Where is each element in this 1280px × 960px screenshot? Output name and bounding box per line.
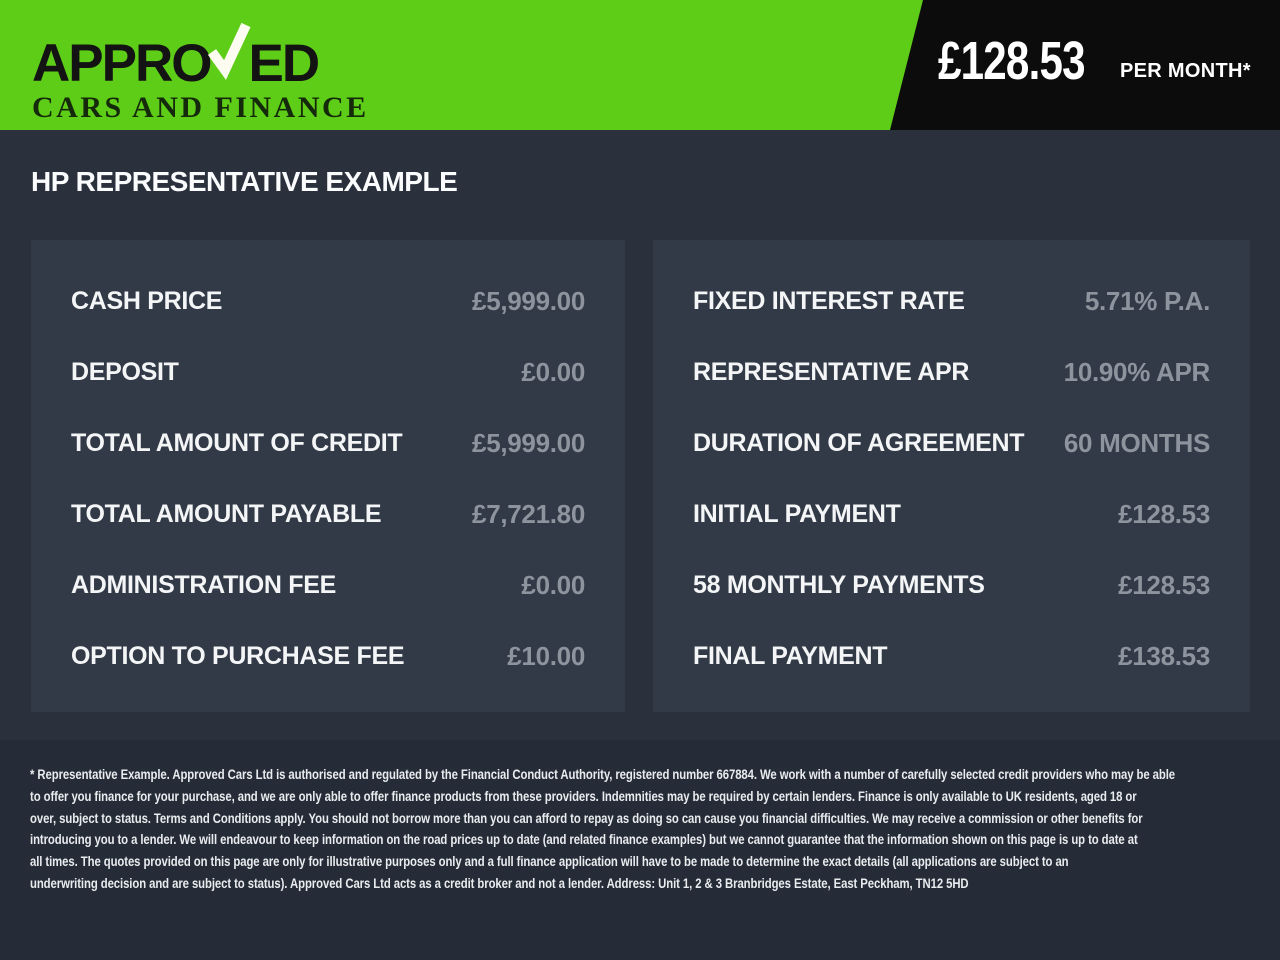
finance-row: DURATION OF AGREEMENT 60 MONTHS	[693, 412, 1210, 474]
finance-row: FIXED INTEREST RATE 5.71% P.A.	[693, 270, 1210, 332]
row-label: FIXED INTEREST RATE	[693, 286, 965, 315]
page-title: HP REPRESENTATIVE EXAMPLE	[31, 166, 458, 197]
finance-row: TOTAL AMOUNT PAYABLE £7,721.80	[71, 484, 585, 546]
row-label: TOTAL AMOUNT PAYABLE	[71, 500, 382, 529]
finance-row: REPRESENTATIVE APR 10.90% APR	[693, 341, 1210, 403]
finance-panel-right: FIXED INTEREST RATE 5.71% P.A. REPRESENT…	[653, 240, 1250, 712]
row-label: INITIAL PAYMENT	[693, 500, 901, 529]
row-label: DEPOSIT	[71, 357, 179, 386]
row-label: DURATION OF AGREEMENT	[693, 428, 1025, 457]
row-label: CASH PRICE	[71, 286, 223, 315]
finance-panel-left: CASH PRICE £5,999.00 DEPOSIT £0.00 TOTAL…	[31, 240, 625, 712]
finance-row: INITIAL PAYMENT £128.53	[693, 484, 1210, 546]
finance-row: FINAL PAYMENT £138.53	[693, 626, 1210, 688]
row-value: £0.00	[521, 356, 585, 387]
row-value: £128.53	[1118, 570, 1210, 601]
disclaimer-line: to offer you finance for your purchase, …	[30, 788, 1137, 804]
row-label: 58 MONTHLY PAYMENTS	[693, 571, 985, 600]
row-label: FINAL PAYMENT	[693, 642, 888, 671]
header-banner: APPRO ED CARS AND FINANCE £128.53 PER MON…	[0, 0, 1280, 130]
finance-row: 58 MONTHLY PAYMENTS £128.53	[693, 555, 1210, 617]
finance-panel-right-rows: FIXED INTEREST RATE 5.71% P.A. REPRESENT…	[653, 240, 1250, 712]
row-label: ADMINISTRATION FEE	[71, 571, 336, 600]
row-label: TOTAL AMOUNT OF CREDIT	[71, 428, 403, 457]
row-value: £10.00	[507, 641, 585, 672]
row-value: 5.71% P.A.	[1084, 285, 1210, 316]
row-value: £128.53	[1118, 499, 1210, 530]
logo-word-prefix: APPRO	[32, 34, 212, 93]
monthly-price-amount: £128.53	[938, 31, 1086, 91]
approved-logo: APPRO ED CARS AND FINANCE	[32, 20, 369, 123]
row-value: £5,999.00	[472, 427, 585, 458]
row-value: £5,999.00	[472, 285, 585, 316]
row-value: 60 MONTHS	[1063, 427, 1210, 458]
logo-word-suffix: ED	[248, 34, 320, 93]
row-value: £0.00	[521, 570, 585, 601]
finance-panel-left-rows: CASH PRICE £5,999.00 DEPOSIT £0.00 TOTAL…	[31, 240, 625, 712]
row-value: £138.53	[1118, 641, 1210, 672]
disclaimer-text: * Representative Example. Approved Cars …	[30, 764, 1280, 895]
finance-row: OPTION TO PURCHASE FEE £10.00	[71, 626, 585, 688]
row-value: £7,721.80	[472, 499, 585, 530]
finance-row: DEPOSIT £0.00	[71, 341, 585, 403]
finance-row: ADMINISTRATION FEE £0.00	[71, 555, 585, 617]
disclaimer-line: introducing you to a lender. We will end…	[30, 832, 1138, 848]
disclaimer-line: underwriting decision and are subject to…	[30, 875, 969, 891]
row-label: REPRESENTATIVE APR	[693, 357, 970, 386]
row-label: OPTION TO PURCHASE FEE	[71, 642, 405, 671]
disclaimer-line: all times. The quotes provided on this p…	[30, 854, 1069, 870]
disclaimer-line: * Representative Example. Approved Cars …	[30, 767, 1176, 782]
logo-wordmark: APPRO ED	[32, 20, 369, 93]
disclaimer-line: over, subject to status. Terms and Condi…	[30, 810, 1143, 826]
check-icon	[206, 20, 252, 88]
disclaimer-footer: * Representative Example. Approved Cars …	[0, 740, 1280, 960]
price-wedge	[890, 0, 1280, 130]
logo-subtitle: CARS AND FINANCE	[32, 91, 369, 125]
monthly-price-period: PER MONTH*	[1120, 60, 1251, 82]
finance-row: CASH PRICE £5,999.00	[71, 270, 585, 332]
finance-row: TOTAL AMOUNT OF CREDIT £5,999.00	[71, 412, 585, 474]
row-value: 10.90% APR	[1063, 356, 1211, 387]
